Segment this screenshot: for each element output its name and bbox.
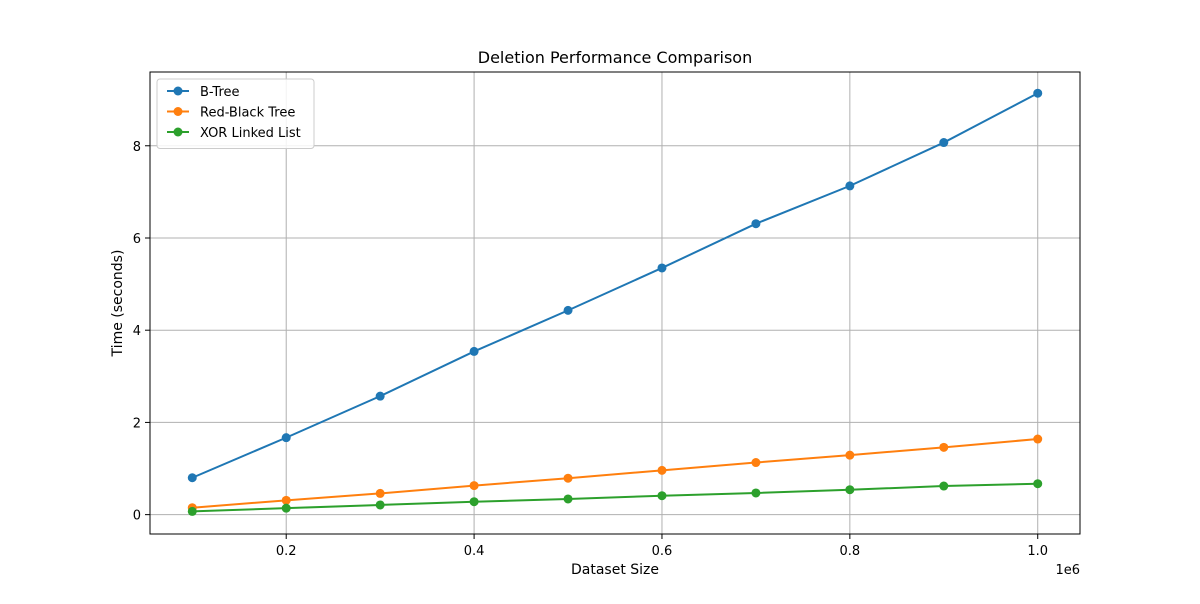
y-tick-label: 8 bbox=[133, 140, 141, 155]
legend-item: XOR Linked List bbox=[167, 126, 301, 141]
legend-label: Red-Black Tree bbox=[200, 106, 295, 121]
series-line bbox=[192, 482, 1038, 513]
y-axis-label: Time (seconds) bbox=[110, 250, 126, 358]
legend: B-Tree Red-Black Tree XOR Linked List bbox=[156, 78, 315, 149]
series-group bbox=[187, 88, 1043, 516]
data-point bbox=[375, 391, 385, 401]
x-axis-offset-label: 1e6 bbox=[1055, 563, 1080, 578]
y-tick-label: 4 bbox=[133, 324, 141, 339]
x-tick-label: 0.6 bbox=[652, 544, 673, 559]
series-line bbox=[191, 92, 1039, 479]
data-point bbox=[281, 433, 291, 443]
data-point bbox=[657, 263, 667, 273]
chart-title: Deletion Performance Comparison bbox=[478, 48, 752, 67]
x-tick-label: 0.2 bbox=[276, 544, 297, 559]
legend-label: B-Tree bbox=[200, 85, 240, 100]
data-point bbox=[657, 465, 667, 475]
series-xor-linked-list bbox=[187, 479, 1043, 516]
data-point bbox=[187, 506, 197, 516]
data-point bbox=[845, 181, 855, 191]
data-point bbox=[375, 500, 385, 510]
data-point bbox=[939, 442, 949, 452]
data-point bbox=[563, 305, 573, 315]
y-tick-label: 2 bbox=[133, 416, 141, 431]
grid bbox=[150, 72, 1080, 534]
data-point bbox=[657, 491, 667, 501]
data-point bbox=[469, 481, 479, 491]
data-point bbox=[281, 495, 291, 505]
data-point bbox=[751, 458, 761, 468]
data-point bbox=[939, 481, 949, 491]
series-red-black-tree bbox=[187, 434, 1043, 513]
x-tick-label: 0.4 bbox=[464, 544, 485, 559]
data-point bbox=[1033, 88, 1043, 98]
x-tick-label: 1.0 bbox=[1027, 544, 1048, 559]
data-point bbox=[751, 488, 761, 498]
data-point bbox=[469, 346, 479, 356]
plot-frame bbox=[149, 71, 1081, 535]
legend-marker bbox=[173, 127, 183, 137]
ticks: 0.2 0.4 0.6 0.8 1.0 0 2 4 6 8 bbox=[133, 140, 1048, 559]
series-b-tree bbox=[187, 88, 1043, 483]
legend-label: XOR Linked List bbox=[200, 126, 301, 141]
x-tick-label: 0.8 bbox=[840, 544, 861, 559]
y-tick-label: 0 bbox=[133, 509, 141, 524]
data-point bbox=[469, 497, 479, 507]
data-point bbox=[1033, 479, 1043, 489]
data-point bbox=[845, 450, 855, 460]
legend-box bbox=[156, 78, 315, 149]
data-point bbox=[1033, 434, 1043, 444]
data-point bbox=[281, 503, 291, 513]
legend-marker bbox=[173, 86, 183, 96]
legend-marker bbox=[173, 107, 183, 116]
series-line bbox=[192, 438, 1038, 509]
data-point bbox=[563, 494, 573, 504]
legend-item: B-Tree bbox=[167, 85, 240, 100]
data-point bbox=[751, 219, 761, 229]
data-point bbox=[845, 485, 855, 495]
data-point bbox=[939, 138, 949, 148]
legend-item: Red-Black Tree bbox=[167, 106, 295, 121]
data-point bbox=[187, 473, 197, 483]
y-tick-label: 6 bbox=[133, 232, 141, 247]
x-axis-label: Dataset Size bbox=[571, 562, 659, 578]
data-point bbox=[375, 488, 385, 498]
data-point bbox=[563, 473, 573, 483]
